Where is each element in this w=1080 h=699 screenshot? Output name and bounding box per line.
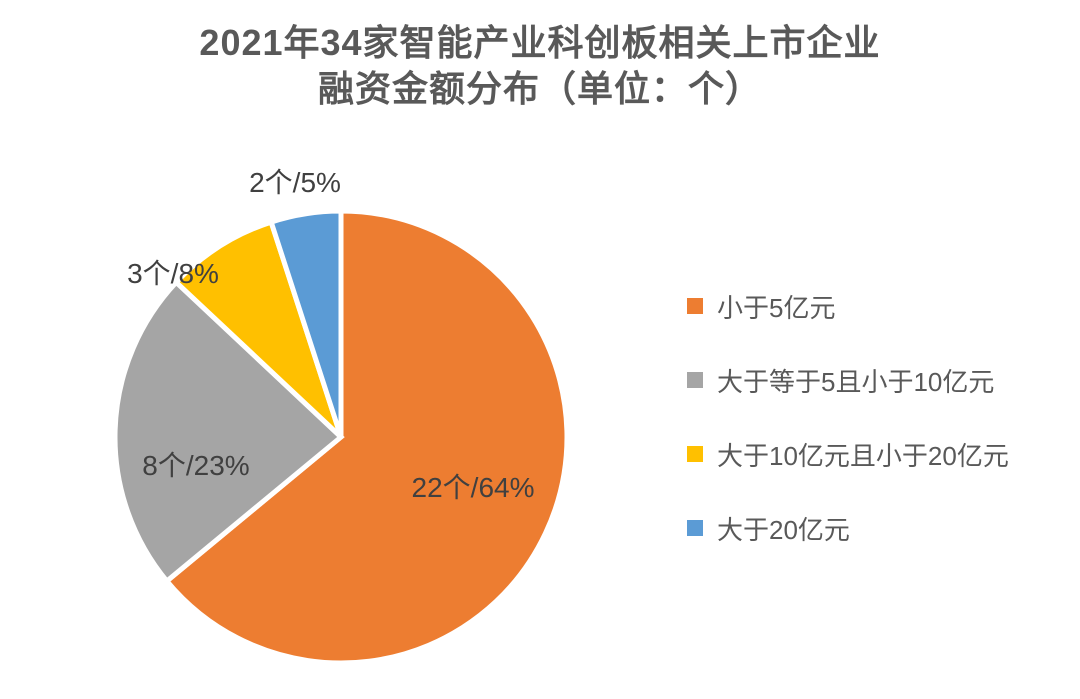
legend-label-1: 大于等于5且小于10亿元	[717, 366, 995, 397]
legend-label-0: 小于5亿元	[717, 292, 836, 323]
data-label-slice-0: 22个/64%	[411, 472, 535, 503]
pie-slice-3[interactable]	[268, 208, 344, 438]
chart-title-line-1: 2021年34家智能产业科创板相关上市企业	[199, 22, 881, 63]
legend-item-1[interactable]: 大于等于5且小于10亿元	[687, 365, 1009, 397]
legend-swatch-blue-icon	[687, 520, 703, 536]
legend-swatch-gray-icon	[687, 372, 703, 388]
pie-slice-1[interactable]	[112, 278, 345, 585]
legend-item-0[interactable]: 小于5亿元	[687, 291, 1009, 323]
data-label-slice-3: 2个/5%	[249, 167, 341, 198]
legend-item-3[interactable]: 大于20亿元	[687, 513, 1009, 545]
legend-label-2: 大于10亿元且小于20亿元	[717, 440, 1009, 471]
pie-slice-2[interactable]	[172, 218, 344, 439]
legend-item-2[interactable]: 大于10亿元且小于20亿元	[687, 439, 1009, 471]
chart-title-line-2: 融资金额分布（单位：个）	[317, 68, 762, 109]
data-label-slice-1: 8个/23%	[142, 450, 250, 481]
legend-label-3: 大于20亿元	[717, 514, 850, 545]
pie-slice-0[interactable]	[163, 208, 570, 666]
data-label-slice-2: 3个/8%	[127, 258, 219, 289]
legend-swatch-yellow-icon	[687, 446, 703, 462]
legend-swatch-orange-icon	[687, 298, 703, 314]
chart-title: 2021年34家智能产业科创板相关上市企业 融资金额分布（单位：个）	[0, 20, 1080, 112]
chart-legend: 小于5亿元 大于等于5且小于10亿元 大于10亿元且小于20亿元 大于20亿元	[687, 291, 1009, 587]
